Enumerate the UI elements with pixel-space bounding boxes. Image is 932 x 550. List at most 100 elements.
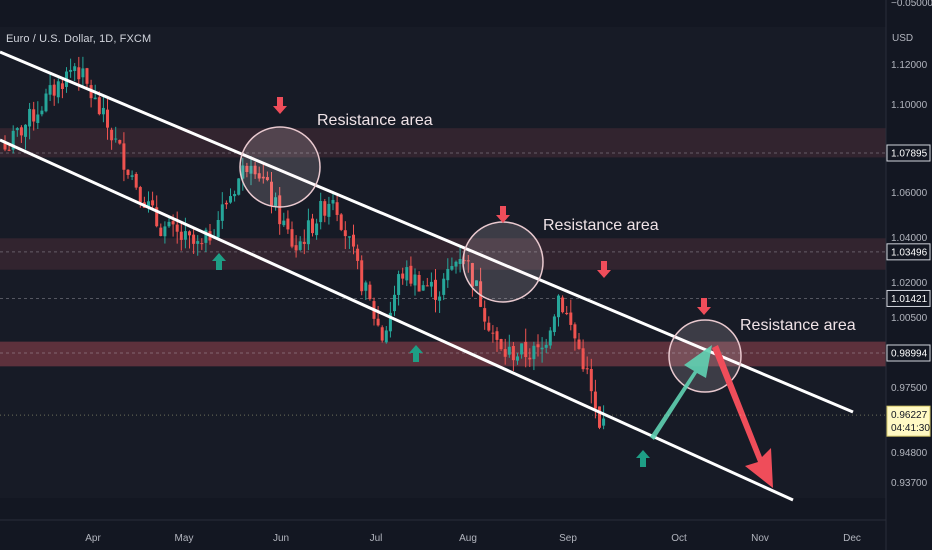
candle-up bbox=[204, 229, 208, 243]
x-tick-label: Nov bbox=[751, 533, 769, 544]
candle-up bbox=[306, 220, 310, 245]
down-arrow-icon bbox=[273, 97, 287, 114]
candle-down bbox=[97, 97, 101, 115]
price-tag-label: 0.98994 bbox=[891, 349, 928, 360]
candle-up bbox=[11, 130, 15, 150]
channel-upper-line[interactable] bbox=[0, 50, 854, 414]
candle-down bbox=[380, 327, 384, 341]
candle-down bbox=[257, 173, 261, 179]
annotation-resistance-2: Resistance area bbox=[543, 217, 659, 234]
y-tick-label: 1.12000 bbox=[891, 60, 928, 71]
down-arrow-icon bbox=[697, 298, 711, 315]
resistance-zone bbox=[0, 128, 886, 158]
candle-up bbox=[282, 220, 286, 226]
candle-down bbox=[151, 200, 155, 206]
candle-up bbox=[274, 197, 278, 207]
candle-up bbox=[384, 330, 388, 343]
candle-up bbox=[130, 175, 134, 177]
candle-down bbox=[224, 202, 228, 205]
candle-down bbox=[200, 243, 204, 245]
candle-down bbox=[253, 165, 257, 175]
candle-up bbox=[438, 296, 442, 301]
x-tick-label: Aug bbox=[459, 533, 477, 544]
annotation-resistance-1: Resistance area bbox=[317, 112, 433, 129]
candle-up bbox=[44, 93, 48, 112]
x-tick-label: Jul bbox=[370, 533, 383, 544]
candle-down bbox=[175, 224, 179, 232]
candle-down bbox=[483, 308, 487, 322]
candle-up bbox=[73, 66, 77, 72]
x-tick-label: Sep bbox=[559, 533, 577, 544]
price-tag-box bbox=[886, 344, 931, 362]
y-tick-label: 0.97500 bbox=[891, 383, 928, 394]
price-tag-box bbox=[886, 289, 931, 307]
candle-up bbox=[446, 268, 450, 281]
candle-up bbox=[421, 285, 425, 291]
x-tick-label: Oct bbox=[671, 533, 687, 544]
up-arrow-icon bbox=[636, 450, 650, 467]
current-price-label: 0.96227 bbox=[891, 410, 928, 421]
x-tick-label: Apr bbox=[85, 533, 101, 544]
candle-down bbox=[335, 202, 339, 215]
candle-up bbox=[454, 261, 458, 267]
candle-down bbox=[270, 181, 273, 206]
candle-down bbox=[368, 284, 372, 300]
candle-down bbox=[290, 229, 294, 247]
projection-up-arrow[interactable] bbox=[650, 345, 712, 440]
candle-down bbox=[286, 218, 290, 230]
candle-down bbox=[491, 332, 495, 334]
candle-down bbox=[466, 260, 470, 262]
y-tick-label: 0.94800 bbox=[891, 448, 928, 459]
candle-up bbox=[249, 165, 253, 174]
candle-up bbox=[397, 274, 401, 295]
candle-down bbox=[106, 109, 109, 128]
candle-up bbox=[507, 346, 511, 355]
currency-label: USD bbox=[892, 33, 913, 44]
candle-down bbox=[577, 339, 581, 349]
candle-up bbox=[552, 316, 556, 333]
resistance-circle[interactable] bbox=[462, 221, 544, 303]
candle-down bbox=[118, 140, 122, 144]
candle-down bbox=[417, 274, 421, 292]
candle-up bbox=[393, 294, 396, 312]
y-tick-label: −0.05000 bbox=[891, 0, 932, 9]
candle-down bbox=[179, 231, 183, 240]
candle-up bbox=[442, 278, 446, 295]
candle-up bbox=[544, 344, 548, 348]
candle-down bbox=[32, 109, 36, 122]
candle-up bbox=[101, 107, 105, 115]
candle-up bbox=[388, 312, 392, 332]
y-tick-label: 1.00500 bbox=[891, 313, 928, 324]
candle-down bbox=[192, 234, 196, 244]
candle-up bbox=[319, 200, 323, 223]
candle-up bbox=[413, 274, 417, 286]
projection-down-arrow[interactable] bbox=[712, 345, 773, 488]
candle-up bbox=[241, 165, 245, 179]
candle-up bbox=[167, 221, 171, 227]
candle-down bbox=[352, 234, 355, 247]
down-arrow-icon bbox=[496, 206, 510, 223]
candle-down bbox=[155, 207, 159, 227]
candle-down bbox=[356, 248, 360, 261]
resistance-circle[interactable] bbox=[239, 126, 321, 208]
candle-down bbox=[462, 260, 466, 262]
candle-down bbox=[585, 368, 589, 370]
candle-down bbox=[343, 230, 347, 237]
channel-lower-line[interactable] bbox=[0, 138, 794, 502]
candle-down bbox=[499, 338, 503, 350]
x-tick-label: May bbox=[175, 533, 194, 544]
price-tag-label: 1.03496 bbox=[891, 247, 928, 258]
candle-up bbox=[331, 199, 335, 204]
candle-down bbox=[265, 177, 269, 181]
countdown-label: 04:41:30 bbox=[891, 423, 930, 434]
price-tag-box bbox=[886, 243, 931, 261]
candle-down bbox=[425, 285, 429, 287]
up-arrow-icon bbox=[212, 253, 226, 270]
symbol-title[interactable]: Euro / U.S. Dollar, 1D, FXCM bbox=[6, 33, 152, 45]
candle-down bbox=[593, 391, 597, 409]
candle-down bbox=[311, 218, 314, 234]
candle-down bbox=[339, 214, 343, 230]
resistance-zone bbox=[0, 238, 886, 270]
